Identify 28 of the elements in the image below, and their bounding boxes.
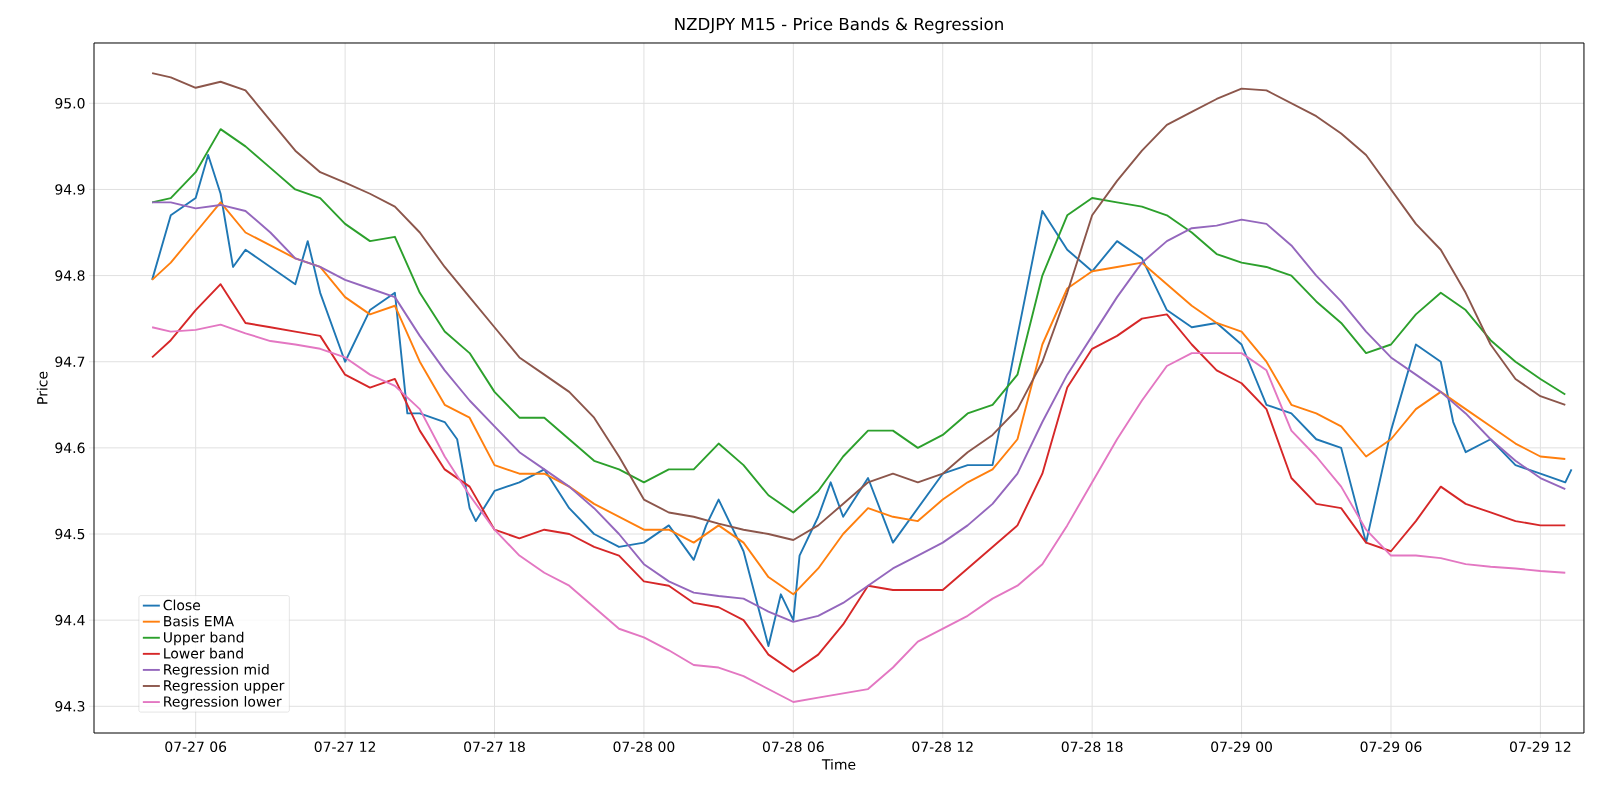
x-tick-label: 07-27 06 xyxy=(165,741,227,753)
x-tick-label: 07-27 12 xyxy=(314,741,376,753)
x-tick-label: 07-29 06 xyxy=(1360,741,1422,753)
x-tick-label: 07-28 18 xyxy=(1061,741,1123,753)
y-tick-label: 95.0 xyxy=(55,98,85,109)
x-tick-label: 07-29 00 xyxy=(1211,741,1272,753)
chart-title: NZDJPY M15 - Price Bands & Regression xyxy=(675,17,1003,34)
y-tick-label: 94.6 xyxy=(55,442,85,454)
legend-label: Close xyxy=(163,599,201,611)
legend-label: Regression lower xyxy=(164,696,282,710)
x-tick-label: 07-28 12 xyxy=(912,741,973,753)
y-tick-label: 94.3 xyxy=(55,701,85,712)
y-tick-label: 94.7 xyxy=(55,356,85,367)
x-tick-label: 07-28 06 xyxy=(762,741,824,753)
y-tick-label: 94.8 xyxy=(55,270,85,281)
x-tick-label: 07-28 00 xyxy=(613,741,675,753)
legend-label: Upper band xyxy=(164,631,244,646)
y-axis-title: Price xyxy=(36,371,48,404)
x-tick-label: 07-29 12 xyxy=(1509,741,1571,753)
x-axis-title: Time xyxy=(821,758,856,770)
legend-label: Basis EMA xyxy=(164,615,235,627)
x-tick-label: 07-27 18 xyxy=(464,741,525,753)
legend-label: Regression mid xyxy=(164,663,269,678)
legend-label: Regression upper xyxy=(164,679,285,694)
y-tick-label: 94.4 xyxy=(55,614,85,626)
y-tick-label: 94.5 xyxy=(55,528,85,540)
legend-label: Lower band xyxy=(164,647,243,659)
y-tick-label: 94.9 xyxy=(55,184,85,195)
